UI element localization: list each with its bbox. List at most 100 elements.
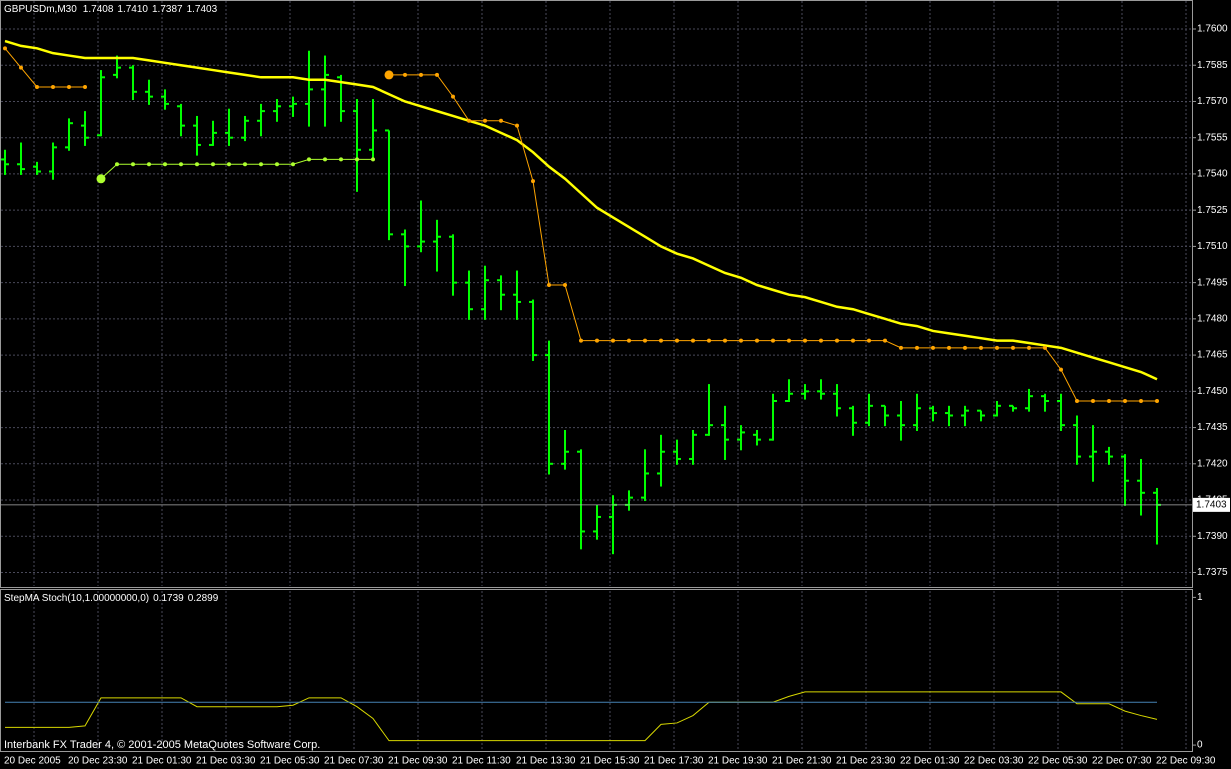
y-tick-label: 1.7375 bbox=[1197, 567, 1228, 578]
indicator-value: 0.1739 bbox=[153, 593, 184, 604]
y-tick-label: 1.7555 bbox=[1197, 132, 1228, 143]
stop-dot bbox=[595, 338, 599, 343]
last-bar-value: 1.7387 bbox=[152, 4, 183, 15]
stop-dot bbox=[899, 345, 903, 350]
x-tick-label: 21 Dec 11:30 bbox=[452, 756, 511, 767]
stop-dot bbox=[819, 338, 823, 343]
x-tick-label: 21 Dec 21:30 bbox=[772, 756, 832, 767]
stop-dot bbox=[403, 72, 407, 77]
x-tick-label: 21 Dec 17:30 bbox=[644, 756, 704, 767]
stop-dot bbox=[51, 84, 55, 89]
stop-dot bbox=[947, 345, 951, 350]
stop-dot bbox=[771, 338, 775, 343]
stop-dot bbox=[195, 162, 199, 167]
stop-dot bbox=[96, 174, 106, 184]
stop-dot bbox=[275, 162, 279, 167]
stop-dot bbox=[867, 338, 871, 343]
x-tick-label: 22 Dec 07:30 bbox=[1092, 756, 1152, 767]
last-bar-value: 1.7408 bbox=[83, 4, 114, 15]
footer: Interbank FX Trader 4, © 2001-2005 MetaQ… bbox=[4, 739, 320, 751]
y-tick-label: 1.7510 bbox=[1197, 241, 1228, 252]
stop-dot bbox=[707, 338, 711, 343]
stop-dot bbox=[675, 338, 679, 343]
y-tick-label: 1.7570 bbox=[1197, 96, 1228, 107]
stop-dot bbox=[499, 118, 503, 123]
stop-dot bbox=[979, 345, 983, 350]
stop-dot bbox=[163, 162, 167, 167]
x-tick-label: 21 Dec 23:30 bbox=[836, 756, 896, 767]
stop-dot bbox=[547, 283, 551, 288]
sub-frame bbox=[0, 589, 1193, 752]
indicator-line bbox=[5, 691, 1158, 742]
stop-dot bbox=[691, 338, 695, 343]
stop-dot bbox=[1155, 398, 1159, 403]
x-tick-label: 21 Dec 13:30 bbox=[516, 756, 576, 767]
y-tick-label: 1.7525 bbox=[1197, 205, 1228, 216]
stop-dot bbox=[419, 72, 423, 77]
stop-dot bbox=[739, 338, 743, 343]
stop-dot bbox=[291, 162, 295, 167]
stop-dot bbox=[755, 338, 759, 343]
stop-dot bbox=[723, 338, 727, 343]
stop-dot bbox=[115, 162, 119, 167]
stop-dot bbox=[467, 118, 471, 123]
stop-dot bbox=[1139, 398, 1143, 403]
stop-dot bbox=[3, 46, 7, 51]
x-tick-label: 22 Dec 05:30 bbox=[1028, 756, 1088, 767]
stop-dot bbox=[851, 338, 855, 343]
stop-dot bbox=[931, 345, 935, 350]
indicator-line bbox=[4, 47, 85, 88]
stop-dot bbox=[323, 157, 327, 162]
y-tick-label: 0 bbox=[1197, 740, 1203, 751]
stop-dot bbox=[147, 162, 151, 167]
stop-dot bbox=[1011, 345, 1015, 350]
stop-dot bbox=[339, 157, 343, 162]
y-tick-label: 1.7540 bbox=[1197, 169, 1228, 180]
stop-dot bbox=[371, 157, 375, 162]
stop-dot bbox=[963, 345, 967, 350]
x-tick-label: 21 Dec 19:30 bbox=[708, 756, 768, 767]
stop-dot bbox=[611, 338, 615, 343]
y-tick-label: 1.7585 bbox=[1197, 60, 1228, 71]
x-tick-label: 20 Dec 2005 bbox=[4, 756, 61, 767]
last-bar-value: 1.7410 bbox=[117, 4, 148, 15]
y-tick-label: 1.7390 bbox=[1197, 531, 1228, 542]
indicator-value: 0.2899 bbox=[188, 593, 219, 604]
stop-dot bbox=[915, 345, 919, 350]
indicator-line bbox=[4, 39, 1158, 381]
chart-header: GBPUSDm,M30 1.7408 1.7410 1.7387 1.7403 bbox=[4, 4, 218, 15]
x-tick-label: 20 Dec 23:30 bbox=[68, 756, 128, 767]
indicator-title: StepMA Stoch(10,1.00000000,0) bbox=[4, 593, 149, 604]
indicator-line bbox=[100, 158, 373, 180]
stop-dot bbox=[787, 338, 791, 343]
stop-dot bbox=[131, 162, 135, 167]
stop-dot bbox=[643, 338, 647, 343]
stop-dot bbox=[659, 338, 663, 343]
stop-dot bbox=[515, 123, 519, 128]
stop-dot bbox=[627, 338, 631, 343]
stop-dot bbox=[835, 338, 839, 343]
x-tick-label: 22 Dec 03:30 bbox=[964, 756, 1024, 767]
x-tick-label: 21 Dec 05:30 bbox=[260, 756, 320, 767]
x-tick-label: 21 Dec 15:30 bbox=[580, 756, 640, 767]
stop-dot bbox=[83, 84, 87, 89]
stop-dot bbox=[227, 162, 231, 167]
price-label: 1.7403 bbox=[1196, 500, 1227, 511]
stop-dot bbox=[211, 162, 215, 167]
stop-dot bbox=[1123, 398, 1127, 403]
stop-dot bbox=[384, 70, 394, 80]
stop-dot bbox=[1027, 345, 1031, 350]
x-tick-label: 21 Dec 07:30 bbox=[324, 756, 384, 767]
stop-dot bbox=[1091, 398, 1095, 403]
last-bar-value: 1.7403 bbox=[187, 4, 218, 15]
stop-dot bbox=[531, 179, 535, 184]
y-tick-label: 1.7600 bbox=[1197, 24, 1228, 35]
stop-dot bbox=[483, 118, 487, 123]
y-tick-label: 1.7435 bbox=[1197, 422, 1228, 433]
stop-dot bbox=[1059, 367, 1063, 372]
stop-dot bbox=[803, 338, 807, 343]
stop-dot bbox=[995, 345, 999, 350]
stop-dot bbox=[307, 157, 311, 162]
